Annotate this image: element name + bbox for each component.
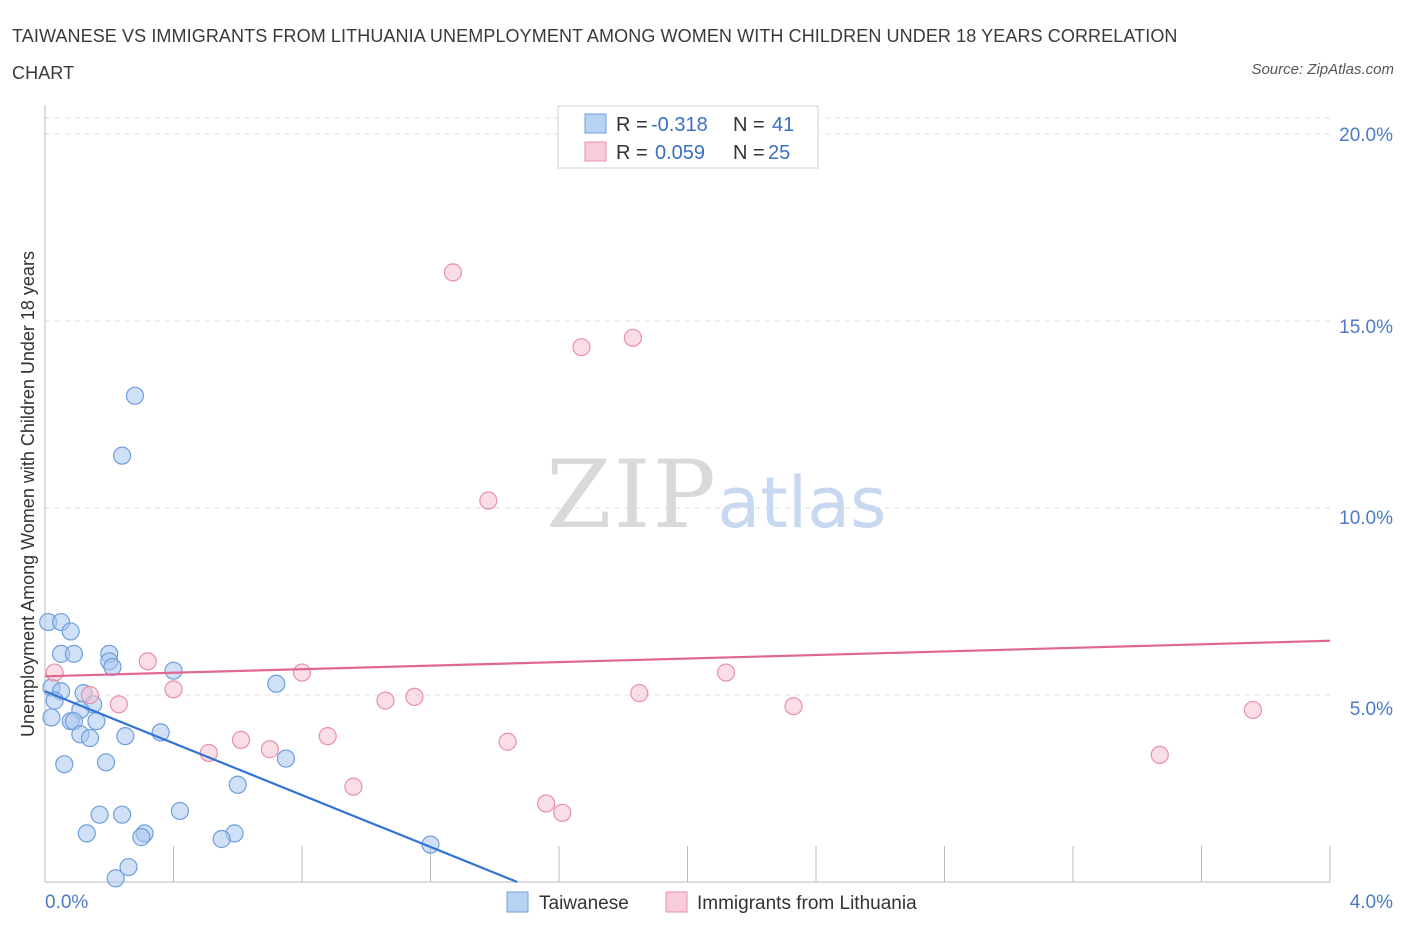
- taiwanese-trend-line: [44, 690, 518, 884]
- legend: R = -0.318 N = 41 R = 0.059 N = 25: [557, 105, 819, 169]
- lithuania-point: [80, 685, 100, 705]
- legend-r-value: -0.318: [651, 114, 708, 136]
- legend-r-value: 0.059: [655, 142, 705, 164]
- lithuania-point: [1243, 700, 1263, 720]
- chart-source: Source: ZipAtlas.com: [1251, 61, 1394, 78]
- grid-lines: [45, 117, 1330, 696]
- y-tick-label: 20.0%: [1339, 125, 1393, 146]
- y-tick-labels: 20.0% 15.0% 10.0% 5.0%: [1339, 125, 1393, 720]
- x-tick-label-min: 0.0%: [45, 892, 88, 913]
- taiwanese-point: [106, 869, 125, 888]
- lithuania-point: [231, 730, 251, 749]
- taiwanese-point: [276, 749, 296, 768]
- lithuania-point: [784, 697, 803, 716]
- lithuania-point: [553, 803, 572, 822]
- series-legend-swatch-taiwanese: [506, 891, 529, 913]
- lithuania-point: [164, 680, 183, 699]
- lithuania-point: [318, 727, 337, 746]
- lithuania-point: [623, 328, 642, 347]
- lithuania-point: [344, 777, 363, 796]
- lithuania-trend-line: [44, 639, 1331, 678]
- taiwanese-point: [61, 622, 80, 641]
- y-tick-label: 5.0%: [1350, 699, 1393, 720]
- lithuania-point: [1150, 745, 1169, 764]
- lithuania-point: [630, 684, 649, 703]
- lithuania-point: [498, 732, 517, 751]
- watermark-zip: ZIP: [546, 441, 718, 550]
- lithuania-point: [138, 652, 157, 671]
- taiwanese-point: [164, 661, 183, 680]
- watermark-atlas: atlas: [717, 462, 886, 544]
- taiwanese-point: [132, 828, 151, 847]
- taiwanese-point: [112, 805, 132, 824]
- lithuania-point: [260, 740, 279, 759]
- taiwanese-point: [212, 829, 231, 849]
- legend-n-label: N =: [733, 114, 765, 136]
- series-legend: Taiwanese Immigrants from Lithuania: [506, 891, 917, 914]
- taiwanese-point: [55, 755, 74, 774]
- legend-n-value: 25: [768, 142, 790, 164]
- series-legend-label: Immigrants from Lithuania: [697, 893, 917, 914]
- lithuania-point: [376, 691, 395, 710]
- y-axis-label: Unemployment Among Women with Children U…: [18, 251, 38, 737]
- x-tick-label-max: 4.0%: [1350, 892, 1393, 913]
- series-legend-label: Taiwanese: [539, 893, 629, 914]
- axes: [44, 105, 1331, 883]
- legend-swatch-lithuania: [584, 141, 607, 162]
- lithuania-point: [479, 491, 498, 510]
- legend-swatch-taiwanese: [584, 113, 607, 134]
- lithuania-point: [292, 663, 312, 682]
- legend-n-value: 41: [772, 114, 794, 136]
- lithuania-point: [443, 263, 463, 282]
- taiwanese-point: [170, 801, 190, 821]
- legend-r-label: R =: [616, 114, 648, 136]
- taiwanese-point: [90, 805, 109, 824]
- taiwanese-point: [64, 644, 84, 663]
- legend-r-label: R =: [616, 142, 648, 164]
- taiwanese-point: [228, 775, 247, 794]
- y-tick-label: 15.0%: [1339, 317, 1393, 338]
- chart-title: TAIWANESE VS IMMIGRANTS FROM LITHUANIA U…: [12, 26, 1178, 83]
- taiwanese-point: [112, 446, 132, 465]
- taiwanese-point: [77, 824, 96, 843]
- data-points: [39, 263, 1263, 888]
- taiwanese-point: [125, 386, 145, 405]
- taiwanese-point: [96, 753, 116, 772]
- lithuania-point: [716, 663, 736, 682]
- series-legend-swatch-lithuania: [665, 891, 688, 913]
- lithuania-point: [537, 794, 556, 813]
- taiwanese-point: [116, 727, 135, 746]
- taiwanese-point: [42, 708, 61, 727]
- taiwanese-point: [80, 728, 100, 748]
- taiwanese-point: [103, 657, 122, 677]
- taiwanese-point: [267, 674, 286, 693]
- lithuania-point: [405, 687, 424, 706]
- legend-n-label: N =: [733, 142, 765, 164]
- lithuania-point: [45, 663, 64, 682]
- lithuania-point: [572, 338, 591, 357]
- lithuania-point: [109, 695, 128, 714]
- y-tick-label: 10.0%: [1339, 508, 1393, 529]
- trend-lines: [44, 639, 1331, 884]
- taiwanese-point: [119, 857, 138, 877]
